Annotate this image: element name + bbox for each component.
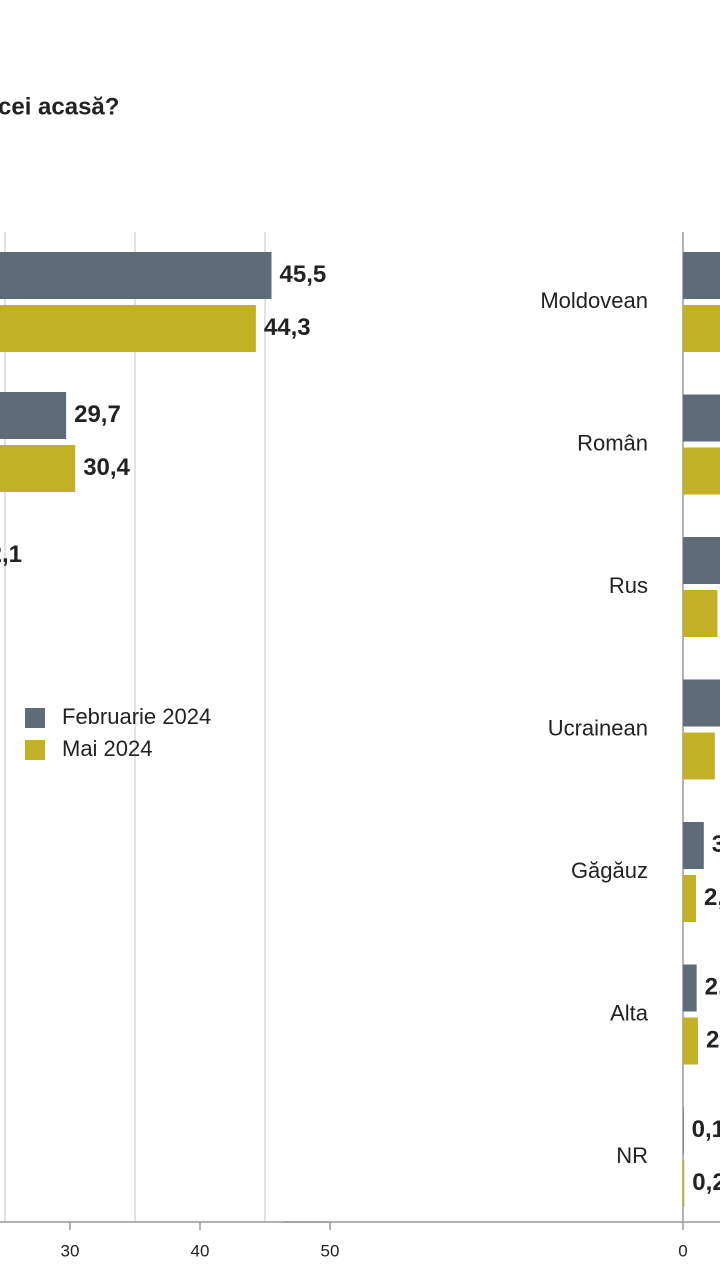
bar (683, 1107, 684, 1154)
category-label: NR (616, 1143, 648, 1168)
bar (683, 822, 704, 869)
category-label: Rus (609, 573, 648, 598)
bar (683, 1017, 698, 1065)
value-label: 3,2 (712, 831, 720, 858)
bar (683, 447, 720, 495)
value-label: 45,5 (280, 261, 327, 288)
value-label: 0,1 (692, 1116, 720, 1143)
category-label: Român (577, 430, 648, 455)
category-label: Alta (610, 1000, 649, 1025)
bar (683, 875, 696, 922)
value-label: 0,2 (692, 1169, 720, 1196)
bar (683, 590, 718, 637)
legend-label: Februarie 2024 (62, 704, 211, 729)
x-tick-label: 40 (191, 1241, 210, 1260)
value-label: 2,1 (705, 973, 720, 1000)
bar (683, 732, 715, 780)
value-label: 30,4 (83, 454, 130, 481)
bar (0, 305, 256, 352)
bar (683, 679, 720, 727)
category-label: Moldovean (540, 288, 648, 313)
bar (0, 445, 76, 492)
category-label: Ucrainean (548, 715, 648, 740)
legend-label: Mai 2024 (62, 736, 153, 761)
bar (683, 537, 720, 584)
value-label: 29,7 (74, 401, 121, 428)
x-tick-label: 50 (321, 1241, 340, 1260)
value-label: 2,0 (704, 884, 720, 911)
bar (683, 1160, 685, 1207)
bar (0, 252, 272, 299)
bar (683, 252, 720, 299)
bar (683, 964, 697, 1012)
x-tick-label: 30 (61, 1241, 80, 1260)
category-label: Găgăuz (571, 858, 648, 883)
legend-swatch (25, 708, 45, 728)
bar (0, 392, 67, 439)
value-label: 2,3 (706, 1026, 720, 1053)
bar (683, 305, 720, 352)
chart-title: cei acasă? (0, 93, 119, 120)
value-label: 22,1 (0, 541, 22, 568)
bar (683, 394, 720, 442)
x-tick-label: 0 (678, 1241, 687, 1260)
value-label: 44,3 (264, 314, 311, 341)
legend-swatch (25, 740, 45, 760)
